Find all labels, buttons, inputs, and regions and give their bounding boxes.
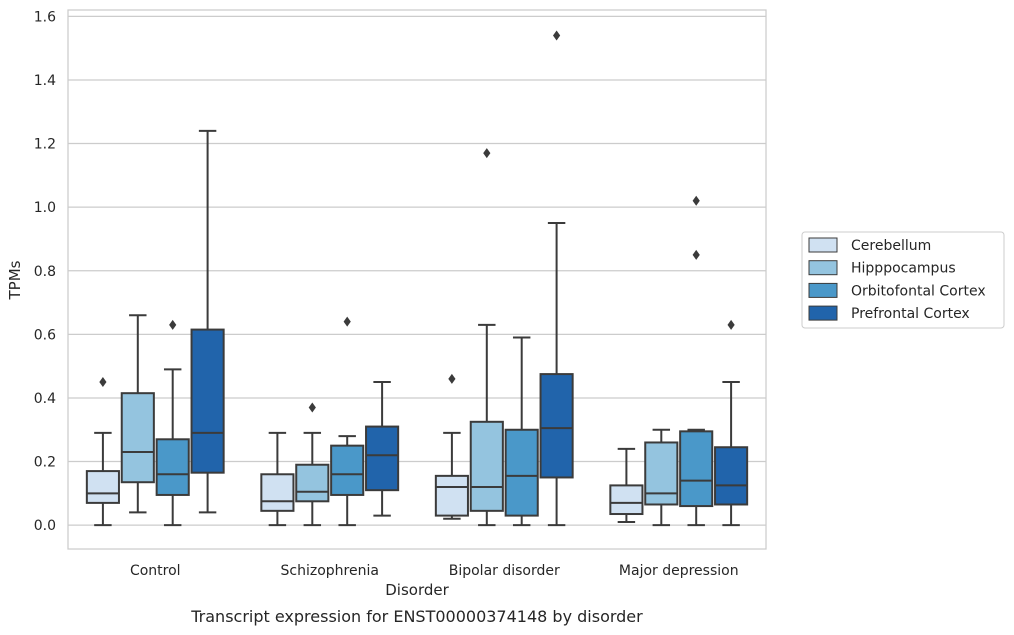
- outlier-point: [692, 249, 700, 260]
- box-body: [120, 392, 155, 484]
- x-tick-label: Bipolar disorder: [449, 563, 560, 579]
- legend-swatch: [808, 260, 838, 276]
- box-body: [469, 420, 504, 512]
- outlier-point: [169, 319, 177, 330]
- box-plot-area: [85, 30, 749, 527]
- outlier-point: [99, 377, 107, 388]
- y-tick-label: 0.8: [34, 264, 56, 280]
- plot-frame: [67, 9, 767, 550]
- box-body: [714, 446, 749, 506]
- box-hipppocampus: [120, 314, 155, 514]
- outlier-point: [343, 316, 351, 327]
- box-body: [644, 441, 679, 506]
- outlier-point: [308, 402, 316, 413]
- legend-label: Cerebellum: [851, 238, 931, 254]
- x-tick-label: Schizophrenia: [281, 563, 379, 579]
- y-axis-title: TPMs: [6, 260, 24, 300]
- outlier-point: [553, 30, 561, 41]
- box-cerebellum: [434, 373, 469, 520]
- y-tick-label: 0.2: [34, 455, 56, 471]
- y-tick-label: 1.6: [34, 9, 56, 25]
- box-body: [539, 373, 574, 479]
- box-orbitofontal-cortex: [679, 195, 714, 527]
- box-hipppocampus: [295, 402, 330, 527]
- box-body: [609, 484, 644, 516]
- box-orbitofontal-cortex: [330, 316, 365, 527]
- box-body: [679, 430, 714, 508]
- y-tick-label: 1.2: [34, 137, 56, 153]
- y-tick-label: 1.0: [34, 200, 56, 216]
- box-body: [330, 444, 365, 496]
- outlier-point: [483, 148, 491, 159]
- x-tick-label: Control: [130, 563, 181, 579]
- box-body: [260, 473, 295, 512]
- legend-label: Prefrontal Cortex: [851, 306, 970, 322]
- box-body: [434, 474, 469, 517]
- box-orbitofontal-cortex: [155, 319, 190, 527]
- legend-frame: [801, 231, 1005, 329]
- legend-label: Orbitofontal Cortex: [851, 283, 986, 299]
- y-axis-ticks: 0.0 0.2 0.4 0.6 0.8 1.0 1.2 1.4 1.6: [34, 9, 56, 534]
- y-tick-label: 0.0: [34, 518, 56, 534]
- x-tick-label: Major depression: [619, 563, 739, 579]
- outlier-point: [727, 319, 735, 330]
- box-body: [504, 428, 539, 517]
- box-prefrontal-cortex: [365, 381, 400, 517]
- legend-swatch: [808, 305, 838, 321]
- box-body: [155, 438, 190, 496]
- box-prefrontal-cortex: [539, 30, 574, 527]
- legend-swatch: [808, 282, 838, 298]
- box-body: [190, 328, 225, 474]
- legend: Cerebellum Hipppocampus Orbitofontal Corte…: [801, 231, 1005, 329]
- box-body: [85, 470, 120, 504]
- box-hipppocampus: [469, 148, 504, 527]
- legend-label: Hipppocampus: [851, 261, 956, 277]
- x-axis-title: Disorder: [385, 581, 449, 599]
- legend-swatch: [808, 237, 838, 253]
- y-tick-label: 0.6: [34, 327, 56, 343]
- outlier-point: [692, 195, 700, 206]
- box-body: [365, 425, 400, 492]
- box-orbitofontal-cortex: [504, 336, 539, 527]
- y-tick-label: 0.4: [34, 391, 56, 407]
- box-cerebellum: [260, 431, 295, 527]
- y-tick-label: 1.4: [34, 73, 56, 89]
- box-cerebellum: [609, 447, 644, 523]
- box-prefrontal-cortex: [714, 319, 749, 527]
- box-body: [295, 463, 330, 503]
- chart-caption: Transcript expression for ENST0000037414…: [190, 607, 643, 626]
- x-axis-ticks: Control Schizophrenia Bipolar disorder Majo…: [130, 563, 739, 579]
- outlier-point: [448, 373, 456, 384]
- box-cerebellum: [85, 377, 120, 527]
- box-hipppocampus: [644, 428, 679, 527]
- box-prefrontal-cortex: [190, 129, 225, 514]
